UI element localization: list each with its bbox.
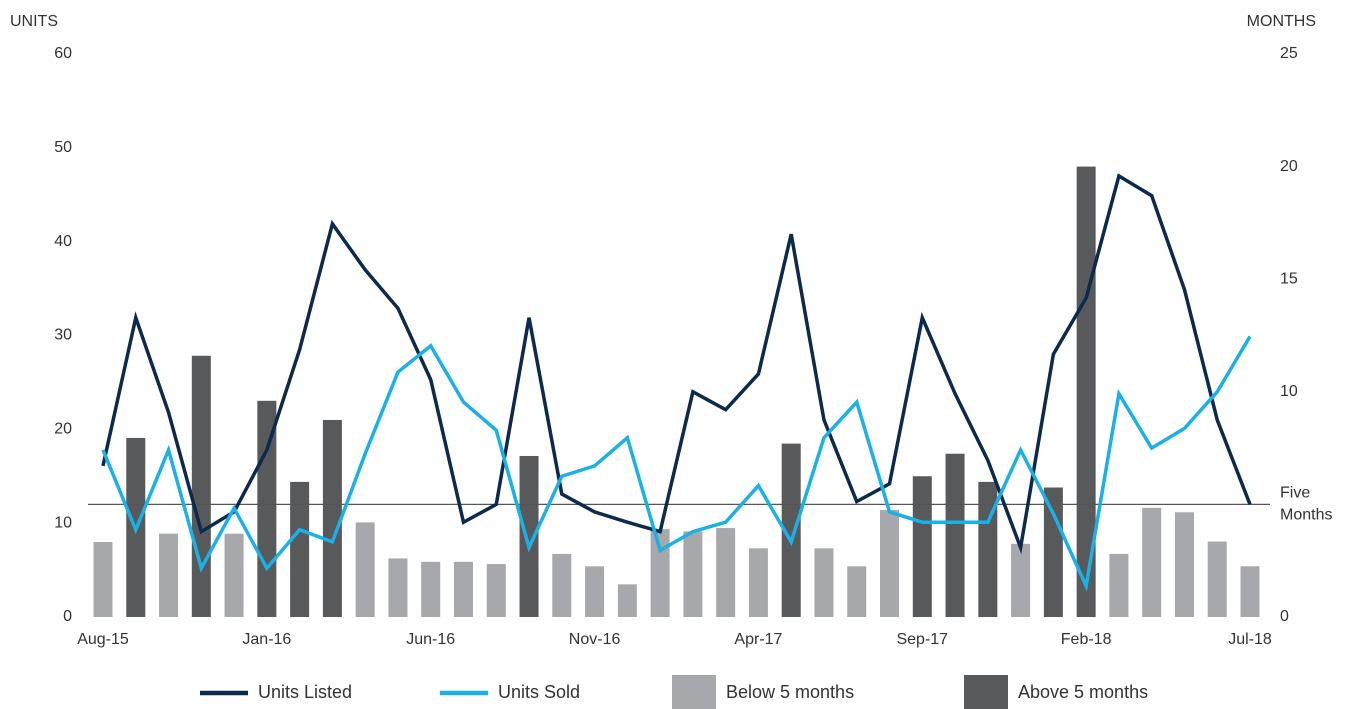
line-series bbox=[101, 335, 1252, 592]
y2-axis-label: MONTHS bbox=[1247, 13, 1316, 30]
bar bbox=[617, 584, 637, 617]
y2-tick-label: 25 bbox=[1280, 45, 1298, 62]
bar bbox=[814, 548, 834, 617]
bar bbox=[650, 529, 670, 617]
bar bbox=[486, 564, 506, 617]
bar bbox=[191, 355, 211, 617]
y-tick-label: 30 bbox=[54, 327, 72, 344]
bar bbox=[585, 566, 605, 617]
y2-tick-label: 15 bbox=[1280, 270, 1298, 287]
bar bbox=[1174, 512, 1194, 617]
x-tick-label: Apr-17 bbox=[734, 631, 782, 648]
legend-label: Below 5 months bbox=[726, 682, 854, 702]
bar bbox=[1207, 541, 1227, 617]
bar bbox=[355, 522, 375, 617]
y2-tick-label: 20 bbox=[1280, 158, 1298, 175]
bar bbox=[683, 531, 703, 617]
bar bbox=[388, 558, 408, 617]
y-tick-label: 60 bbox=[54, 45, 72, 62]
bar bbox=[519, 455, 539, 617]
y-tick-label: 40 bbox=[54, 233, 72, 250]
bar bbox=[453, 561, 473, 617]
bar bbox=[748, 548, 768, 617]
bar bbox=[781, 443, 801, 617]
legend-swatch bbox=[672, 675, 716, 709]
bar bbox=[1240, 566, 1260, 617]
bar bbox=[1043, 487, 1063, 617]
y-tick-label: 0 bbox=[63, 608, 72, 625]
bar bbox=[552, 553, 572, 617]
x-tick-label: Aug-15 bbox=[77, 631, 129, 648]
bar bbox=[1109, 553, 1129, 617]
legend-label: Above 5 months bbox=[1018, 682, 1148, 702]
x-tick-label: Feb-18 bbox=[1061, 631, 1112, 648]
x-tick-label: Sep-17 bbox=[896, 631, 948, 648]
reference-label: Five Months bbox=[1280, 485, 1332, 524]
y-tick-label: 10 bbox=[54, 514, 72, 531]
bar bbox=[1142, 507, 1162, 617]
legend-label: Units Sold bbox=[498, 682, 580, 702]
line-series bbox=[101, 173, 1252, 555]
legend-label: Units Listed bbox=[258, 682, 352, 702]
reference-label-line: Five bbox=[1280, 485, 1310, 502]
bar bbox=[224, 533, 244, 617]
legend-swatch bbox=[964, 675, 1008, 709]
bar bbox=[847, 566, 867, 617]
x-tick-label: Nov-16 bbox=[569, 631, 621, 648]
bar bbox=[93, 542, 113, 617]
y2-tick-label: 10 bbox=[1280, 383, 1298, 400]
bar bbox=[322, 419, 342, 617]
x-tick-label: Jun-16 bbox=[406, 631, 455, 648]
bar bbox=[880, 510, 900, 617]
y2-tick-label: 0 bbox=[1280, 608, 1289, 625]
reference-label-line: Months bbox=[1280, 507, 1332, 524]
y-tick-label: 50 bbox=[54, 139, 72, 156]
y-axis-label: UNITS bbox=[10, 13, 58, 30]
y-tick-label: 20 bbox=[54, 421, 72, 438]
bar bbox=[978, 481, 998, 617]
x-tick-label: Jul-18 bbox=[1228, 631, 1272, 648]
bar bbox=[716, 528, 736, 617]
x-tick-label: Jan-16 bbox=[242, 631, 291, 648]
bar bbox=[912, 476, 932, 617]
bar bbox=[421, 561, 441, 617]
bar bbox=[159, 533, 179, 617]
bar bbox=[945, 453, 965, 617]
bar bbox=[290, 481, 310, 617]
bar bbox=[1011, 543, 1031, 617]
